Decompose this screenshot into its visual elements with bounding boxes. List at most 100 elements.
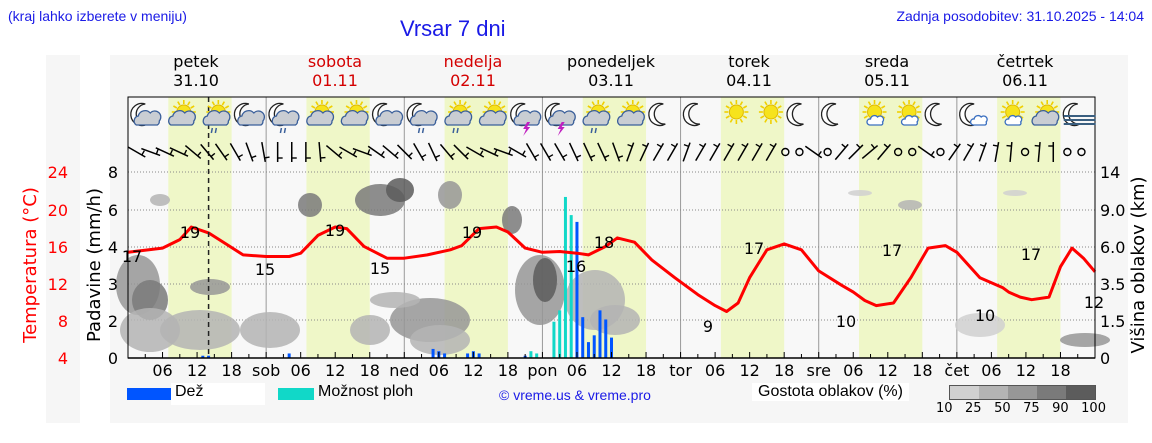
temperature-label: 17 [882,241,902,260]
wind-barb-icon [466,146,485,158]
wind-barb-icon [493,147,513,157]
cloud-density-blob [298,193,322,217]
x-tick-label: 18 [1050,361,1070,380]
cloud-density-blob [120,308,180,352]
rain-bar [610,337,613,358]
temperature-label: 12 [1084,293,1104,312]
rain-bar [201,355,205,358]
sun-cloud-rain-icon [582,100,611,134]
x-tick-label: sob [252,361,280,380]
temperature-tick: 4 [58,349,68,368]
temperature-tick: 12 [48,275,68,294]
day-label: sreda 05.11 [864,52,910,90]
temperature-axis-panel [46,55,80,423]
wind-barb-icon [305,142,311,162]
moon-cloud-icon [371,102,404,127]
wind-barb-icon [804,145,823,159]
moon-icon [924,102,942,127]
cloud-density-blob [438,181,462,209]
wind-barb-icon [1077,147,1086,157]
temperature-tick: 20 [48,201,68,220]
wind-barb-icon [992,142,1000,162]
x-tick-label: pon [527,361,557,380]
temperature-label: 10 [975,306,995,325]
x-tick-label: 12 [601,361,621,380]
day-label: nedelja 02.11 [443,52,503,90]
temperature-tick: 8 [58,312,68,331]
moon-cloud-drizzle-icon [268,102,300,134]
wind-barb-icon [169,147,189,157]
wind-barb-icon [709,142,721,162]
wind-barb-icon [582,142,596,162]
wind-barb-icon [261,142,270,162]
wind-barb-icon [155,147,175,157]
sun-cloud-icon [617,100,645,126]
wind-barb-icon [318,141,326,163]
cloud-density-blob [502,206,522,234]
temperature-tick: 24 [48,163,68,182]
wind-barb-icon [245,142,257,162]
wind-barb-icon [948,143,961,161]
temperature-label: 9 [703,317,713,336]
cloud-density-blob [898,200,922,210]
day-label: ponedeljek 03.11 [567,52,655,90]
rain-bar [575,221,579,358]
wind-barb-icon [737,142,749,162]
cloud-density-blob [848,190,872,196]
rain-bar [443,353,447,358]
legend-showers-swatch [278,388,314,400]
precip-tick: 3 [108,275,118,294]
cloud-density-blob [386,178,414,202]
daylight-band [720,97,785,358]
copyright-link[interactable]: © vreme.us & vreme.pro [499,387,651,403]
wind-barb-icon [978,142,987,162]
cloud-height-tick: 14 [1100,163,1120,182]
x-tick-label: čet [944,361,969,380]
rain-bar [592,335,596,358]
wind-barb-icon [751,142,763,162]
last-updated: Zadnja posodobitev: 31.10.2025 - 14:04 [896,8,1144,24]
cloud-density-blob [590,305,640,335]
wind-barb-icon [439,143,456,161]
wind-barb-icon [413,142,427,162]
rain-bar [604,319,608,358]
wind-barb-icon [325,144,343,160]
moon-cloud-icon [130,102,162,127]
wind-barb-icon [936,147,945,157]
moon-cloud-thunder-icon [510,102,542,136]
moon-cloud-thunder-icon [544,102,576,136]
cloud-height-tick: 9.0 [1100,201,1125,220]
temperature-label: 19 [325,221,345,240]
cloud-height-tick: 1.5 [1100,312,1125,331]
temperature-label: 15 [255,260,275,279]
temperature-label: 16 [566,257,586,276]
daylight-band [859,97,923,358]
wind-barb-icon [200,143,216,161]
shower-bar [529,351,533,358]
wind-barb-icon [127,146,146,158]
wind-barb-icon [539,142,554,162]
sun-cloud-drizzle-icon [444,100,473,134]
rain-bar [207,355,211,358]
shower-bar [558,310,562,358]
day-label: torek 04.11 [726,52,772,90]
sun-small-cloud-icon [897,100,922,126]
sun-cloud-icon [478,100,507,126]
temperature-label: 17 [1021,245,1041,264]
x-tick-label: 06 [567,361,587,380]
wind-barb-icon [1020,147,1030,157]
x-tick-label: 06 [429,361,449,380]
rain-bar [287,353,291,358]
shower-bar [552,321,556,358]
shower-bar [563,196,567,358]
wind-barb-icon [508,146,527,158]
wind-barb-icon [834,143,849,161]
daylight-band [997,97,1061,358]
x-tick-label: 12 [463,361,483,380]
cloud-density-blob [1060,333,1110,347]
temperature-label: 15 [370,259,390,278]
cloud-density-scale [949,385,1096,400]
x-tick-label: 06 [981,361,1001,380]
cloud-density-blob [150,194,170,206]
